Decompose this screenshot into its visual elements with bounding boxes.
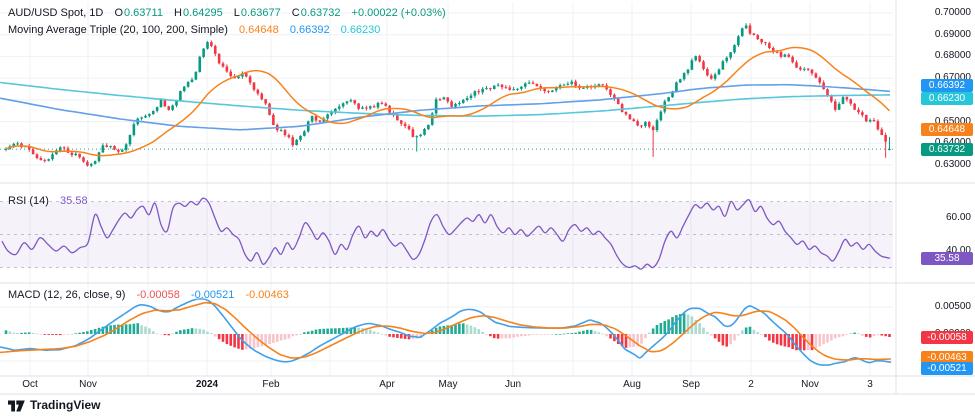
tradingview-watermark[interactable]: TradingView	[8, 398, 100, 412]
price-badge-close: 0.63732	[921, 142, 973, 156]
time-axis-label: 2	[748, 379, 754, 390]
price-axis-label: 0.67000	[934, 72, 971, 84]
tradingview-logo-text: TradingView	[30, 398, 101, 412]
rsi-legend-title: RSI (14)	[8, 195, 49, 207]
low-value: 0.63677	[240, 7, 281, 19]
time-axis-label: Nov	[79, 379, 97, 390]
ma20-value: 0.64648	[238, 24, 279, 36]
price-axis-label: 0.63000	[934, 159, 971, 170]
macd-badge-macd: -0.00521	[921, 362, 973, 375]
time-axis-label: Feb	[262, 379, 280, 390]
macd-hist-value: -0.00058	[136, 289, 180, 301]
time-axis-label: Oct	[22, 379, 38, 390]
rsi-badge: 35.58	[921, 251, 973, 265]
time-axis-label: May	[438, 379, 458, 390]
symbol-title: AUD/USD Spot, 1D	[8, 7, 104, 19]
price-axis[interactable]: 0.700000.690000.680000.670000.660000.650…	[897, 0, 975, 394]
ma-legend-title: Moving Average Triple (20, 100, 200, Sim…	[8, 24, 228, 36]
price-axis-label: 0.65000	[934, 115, 971, 127]
time-axis-label: Jun	[504, 379, 522, 390]
price-badge-ma20: 0.64648	[921, 122, 973, 136]
macd-axis-label: 0.00500	[934, 301, 971, 312]
macd-line-value: -0.00521	[190, 289, 235, 301]
price-axis-label: 0.69000	[934, 28, 971, 40]
time-axis-label: Apr	[379, 379, 395, 390]
ma100-value: 0.66392	[289, 24, 330, 36]
close-value: 0.63732	[300, 7, 341, 19]
macd-legend[interactable]: MACD (12, 26, close, 9) -0.00058 -0.0052…	[8, 289, 289, 301]
price-axis-label: 0.70000	[934, 7, 971, 18]
close-label: C	[291, 7, 300, 19]
rsi-axis-label: 40.00	[945, 245, 971, 256]
symbol-legend[interactable]: AUD/USD Spot, 1D O0.63711 H0.64295 L0.63…	[8, 7, 446, 19]
macd-badge-hist: -0.00058	[921, 330, 973, 344]
price-badge-ma200: 0.66230	[921, 92, 973, 106]
rsi-value: 35.58	[60, 195, 88, 207]
time-axis-label: 2024	[195, 379, 219, 390]
time-axis[interactable]: Oct Nov 2024 Feb Apr May Jun Aug Sep 2 Nov 3	[0, 377, 896, 393]
macd-legend-title: MACD (12, 26, close, 9)	[8, 289, 126, 301]
ma-triple-legend[interactable]: Moving Average Triple (20, 100, 200, Sim…	[8, 24, 380, 36]
time-axis-label: Sep	[682, 379, 700, 390]
ma200-value: 0.66230	[340, 24, 381, 36]
macd-signal-value: -0.00463	[245, 289, 289, 301]
low-label: L	[233, 7, 240, 19]
open-label: O	[114, 7, 123, 19]
rsi-axis-label: 60.00	[945, 212, 971, 223]
high-label: H	[174, 7, 182, 19]
rsi-legend[interactable]: RSI (14) 35.58	[8, 195, 88, 207]
time-axis-label: Aug	[623, 379, 641, 390]
tradingview-logo-icon	[8, 400, 25, 411]
time-axis-label: 3	[867, 379, 873, 390]
time-axis-label: Nov	[801, 379, 819, 390]
high-value: 0.64295	[182, 7, 223, 19]
change-value: +0.00022 (+0.03%)	[351, 7, 446, 19]
price-axis-label: 0.68000	[934, 50, 971, 62]
price-badge-ma100: 0.66392	[921, 78, 973, 92]
macd-badge-signal: -0.00463	[921, 350, 973, 364]
open-value: 0.63711	[124, 7, 163, 19]
